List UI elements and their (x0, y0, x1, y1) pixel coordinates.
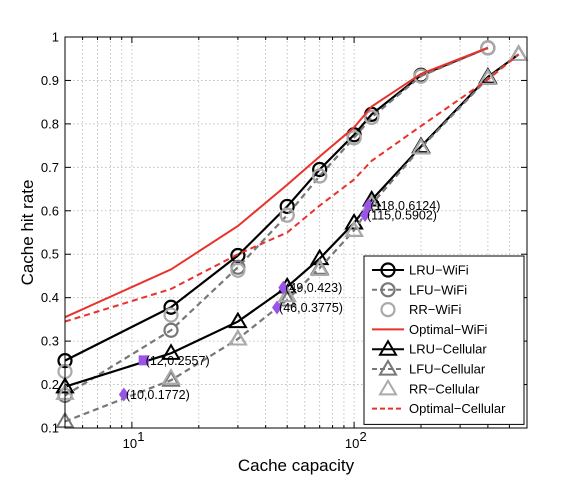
y-tick-label: 0.5 (41, 247, 59, 262)
plot-frame (64, 36, 528, 429)
annotation-marker (363, 198, 374, 213)
annotations: (12,0.2557) (10,0.1772) (49,0.423) (46,0.37… (118, 198, 440, 402)
data-point (161, 368, 181, 385)
legend-marker (380, 282, 396, 298)
series-line (64, 53, 520, 423)
annotation-label: (49,0.423) (285, 281, 342, 295)
series-line (64, 46, 489, 397)
annotation-label: (46,0.3775) (279, 301, 343, 315)
data-point (161, 343, 181, 360)
legend-label: RR−WiFi (409, 302, 461, 317)
data-point (411, 137, 431, 155)
x-tick-label: 10 (345, 436, 359, 451)
legend-label: Optimal−Cellular (409, 401, 506, 416)
legend-marker (378, 339, 398, 356)
legend-label: LFU−WiFi (409, 282, 467, 297)
data-point (309, 248, 330, 266)
series-line (64, 46, 489, 319)
legend-item: LFU−WiFi (372, 282, 467, 298)
y-tick-label: 0.8 (41, 116, 59, 131)
legend-label: Optimal−WiFi (409, 322, 487, 337)
y-tick-label: 0.2 (41, 377, 59, 392)
legend-item: RR−WiFi (380, 302, 461, 318)
legend-item: LRU−Cellular (372, 339, 487, 357)
x-tick-exponent: 2 (359, 429, 366, 444)
y-axis-title: Cache hit rate (18, 180, 37, 286)
annotation-marker (118, 387, 129, 402)
data-point (277, 289, 297, 307)
data-point (312, 168, 328, 184)
data-point (228, 328, 248, 346)
data-point (279, 207, 295, 223)
y-tick-label: 0.7 (41, 160, 59, 175)
y-tick-label: 1 (52, 30, 59, 45)
data-point (480, 40, 496, 56)
legend: LRU−WiFi LFU−WiFi RR−WiFi Optimal−WiFi LRU−C… (363, 255, 525, 425)
annotation-marker (278, 280, 289, 295)
data-point (364, 109, 380, 125)
x-axis-title: Cache capacity (238, 456, 355, 475)
data-point (230, 262, 246, 278)
grid (65, 37, 527, 428)
legend-label: LRU−WiFi (409, 263, 469, 278)
data-point (346, 130, 362, 146)
legend-marker (380, 302, 396, 318)
legend-item: LRU−WiFi (372, 262, 469, 278)
legend-item: Optimal−Cellular (372, 401, 506, 416)
data-point (163, 322, 179, 338)
data-point (163, 299, 179, 315)
y-tick-label: 0.9 (41, 73, 59, 88)
data-point (508, 44, 529, 61)
data-point (228, 311, 248, 329)
legend-item: Optimal−WiFi (372, 322, 487, 337)
series-line (64, 53, 520, 388)
data-point (309, 259, 330, 277)
legend-label: LFU−Cellular (409, 362, 486, 377)
annotation-label: (10,0.1772) (126, 388, 190, 402)
data-point (312, 161, 328, 178)
data-point (344, 220, 364, 237)
data-point (413, 68, 429, 84)
legend-item: RR−Cellular (378, 378, 480, 396)
series-7 (64, 53, 520, 323)
annotation-marker (272, 300, 283, 315)
data-point (161, 370, 181, 387)
legend-item: LFU−Cellular (372, 359, 486, 377)
legend-marker (378, 359, 398, 376)
annotation-label: (115,0.5902) (367, 209, 437, 223)
y-tick-label: 0.3 (41, 334, 59, 349)
annotation-marker (360, 208, 371, 223)
annotation-label: (118,0.6124) (370, 199, 440, 213)
data-point (478, 68, 498, 85)
x-tick-label: 10 (123, 436, 137, 451)
legend-label: RR−Cellular (409, 381, 480, 396)
y-tick-label: 0.6 (41, 203, 59, 218)
legend-marker (380, 262, 396, 278)
annotation-label: (12,0.2557) (146, 354, 210, 368)
annotation-marker (138, 355, 149, 366)
legend-label: LRU−Cellular (409, 342, 487, 357)
data-point (163, 307, 179, 323)
data-point (279, 198, 295, 215)
x-tick-exponent: 1 (137, 429, 144, 444)
legend-marker (378, 378, 398, 396)
series-3 (64, 46, 489, 319)
series-line (64, 53, 520, 323)
y-tick-label: 0.4 (41, 290, 59, 305)
data-point (230, 247, 246, 264)
y-tick-label: 0.1 (41, 421, 59, 436)
